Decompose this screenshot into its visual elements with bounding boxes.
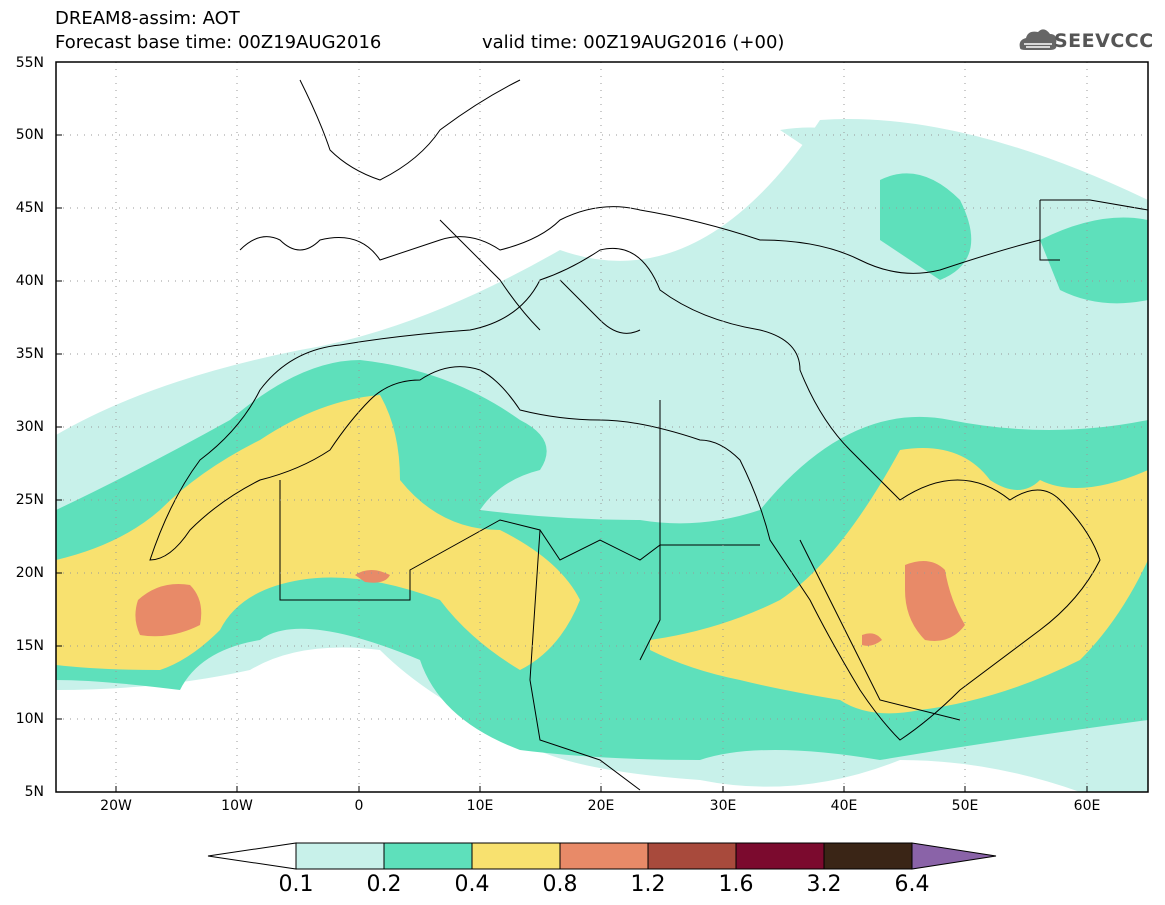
lon-tick-label: 30E — [709, 798, 737, 814]
lat-tick-label: 10N — [15, 711, 44, 727]
colorbar-bin — [823, 842, 913, 870]
lat-tick-label: 20N — [15, 565, 44, 581]
lat-tick-label: 50N — [15, 127, 44, 143]
colorbar-bin — [559, 842, 649, 870]
graticule — [56, 62, 1148, 792]
colorbar-label: 0.2 — [366, 872, 402, 897]
colorbar-label: 0.8 — [542, 872, 578, 897]
lat-tick-label: 35N — [15, 346, 44, 362]
lon-tick-label: 40E — [830, 798, 858, 814]
lon-tick-label: 50E — [951, 798, 979, 814]
colorbar-bin — [383, 842, 473, 870]
lon-tick-label: 0 — [354, 798, 364, 814]
colorbar-over-arrow — [911, 842, 997, 870]
logo-text: SEEVCCC — [1054, 30, 1154, 52]
colorbar-bin — [647, 842, 737, 870]
chart-title: DREAM8-assim: AOT — [55, 8, 240, 29]
lat-tick-label: 45N — [15, 200, 44, 216]
lat-tick-label: 30N — [15, 419, 44, 435]
colorbar-bin — [295, 842, 385, 870]
lon-tick-label: 10E — [466, 798, 494, 814]
valid-time-label: valid time: 00Z19AUG2016 (+00) — [482, 32, 785, 53]
lon-tick-label: 20W — [100, 798, 132, 814]
colorbar-bin — [471, 842, 561, 870]
lon-tick-label: 20E — [587, 798, 615, 814]
colorbar — [207, 842, 997, 870]
seevccc-logo-icon — [1019, 29, 1057, 50]
colorbar-label: 1.6 — [718, 872, 754, 897]
aot-field — [56, 119, 1148, 792]
lat-tick-label: 55N — [15, 55, 44, 71]
base-time-label: Forecast base time: 00Z19AUG2016 — [55, 32, 382, 53]
colorbar-bin — [735, 842, 825, 870]
tick-marks — [56, 134, 1088, 792]
lat-tick-label: 5N — [24, 784, 44, 800]
coastlines — [149, 79, 1148, 791]
colorbar-label: 6.4 — [894, 872, 930, 897]
lon-tick-label: 10W — [221, 798, 253, 814]
lat-tick-label: 40N — [15, 273, 44, 289]
lat-tick-label: 25N — [15, 492, 44, 508]
colorbar-label: 1.2 — [630, 872, 666, 897]
colorbar-under-arrow — [207, 842, 297, 870]
colorbar-label: 0.1 — [278, 872, 314, 897]
lat-tick-label: 15N — [15, 638, 44, 654]
colorbar-label: 0.4 — [454, 872, 490, 897]
lon-tick-label: 60E — [1073, 798, 1101, 814]
colorbar-label: 3.2 — [806, 872, 842, 897]
